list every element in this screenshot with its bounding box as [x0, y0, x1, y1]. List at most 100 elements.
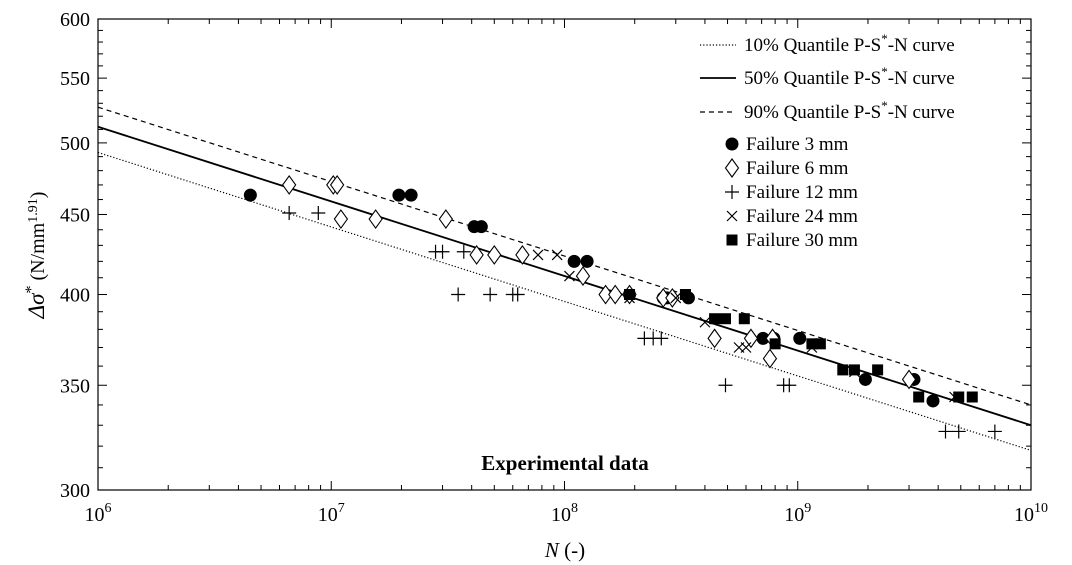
data-point-circle [926, 394, 940, 408]
x-axis-label: N (-) [544, 538, 585, 562]
legend-marker-plus [725, 185, 739, 199]
data-point-square [679, 289, 691, 301]
data-point-plus [654, 331, 669, 346]
data-point-square [872, 364, 884, 376]
data-point-plus [987, 424, 1002, 439]
y-tick-label: 500 [60, 133, 90, 155]
data-point-diamond [762, 348, 778, 369]
data-point-diamond [598, 284, 613, 305]
data-point-square [953, 391, 965, 403]
data-point-circle [243, 188, 257, 202]
data-point-diamond [281, 174, 297, 195]
y-tick-label: 550 [60, 68, 90, 90]
data-point-plus [451, 287, 466, 302]
x-tick-label: 109 [784, 501, 811, 526]
data-point-plus [456, 244, 471, 259]
series-failure-30-mm [624, 289, 978, 403]
data-point-plus [951, 424, 966, 439]
legend-series-label: Failure 24 mm [746, 206, 858, 227]
data-point-plus [435, 244, 450, 259]
data-point-square [738, 313, 750, 325]
data-point-plus [938, 424, 953, 439]
data-point-x [564, 270, 575, 282]
legend-swatch [725, 185, 739, 199]
quantile-line-1 [97, 151, 1032, 451]
data-point-circle [756, 331, 770, 345]
legend-swatch [725, 137, 739, 151]
data-points [243, 174, 1002, 439]
data-point-circle [404, 188, 418, 202]
data-point-diamond [515, 244, 530, 265]
quantile-line-3 [97, 106, 1032, 406]
data-point-plus [483, 287, 498, 302]
data-point-circle [858, 372, 872, 386]
legend-marker-diamond [724, 158, 740, 178]
y-axis-label: Δσ* (N/mm1.91) [23, 192, 50, 320]
legend-series-label: Failure 30 mm [746, 230, 858, 251]
data-point-plus [782, 378, 797, 393]
data-point-diamond [333, 209, 349, 229]
data-point-diamond [329, 174, 345, 195]
data-point-circle [793, 331, 807, 345]
data-point-circle [392, 188, 406, 202]
data-point-square [806, 338, 818, 350]
quantile-line-2 [97, 125, 1032, 427]
data-point-x [532, 249, 544, 261]
data-point-square [624, 289, 636, 301]
data-point-square [913, 391, 925, 403]
y-tick-label: 400 [60, 285, 90, 307]
data-point-diamond [575, 266, 591, 287]
x-tick-label: 108 [551, 501, 578, 526]
legend-swatch [724, 158, 740, 178]
experimental-data-annotation: Experimental data [481, 451, 649, 475]
data-point-plus [311, 205, 326, 220]
legend-series-label: Failure 12 mm [746, 182, 858, 203]
data-point-diamond [743, 328, 759, 349]
data-point-circle [474, 220, 488, 234]
legend-marker-circle [725, 137, 739, 151]
data-point-diamond [438, 209, 454, 229]
legend-swatch [726, 210, 738, 222]
legend-marker-square [726, 234, 738, 246]
data-point-plus [282, 205, 297, 220]
y-tick-label: 450 [60, 204, 90, 226]
data-point-circle [567, 254, 581, 268]
data-point-square [848, 364, 860, 376]
series-failure-12-mm [282, 205, 1002, 439]
legend-line-label: 10% Quantile P-S*-N curve [744, 31, 955, 56]
y-tick-label: 300 [60, 480, 90, 502]
data-point-diamond [901, 369, 917, 390]
data-point-square [719, 313, 731, 325]
data-point-diamond [487, 244, 502, 265]
quantile-curves [97, 106, 1032, 451]
data-point-x [670, 292, 682, 304]
data-point-x [740, 342, 752, 353]
legend-marker-x [726, 210, 738, 222]
data-point-square [769, 338, 781, 350]
data-point-diamond [707, 328, 722, 349]
data-point-plus [718, 378, 733, 393]
data-point-circle [580, 254, 594, 268]
y-tick-label: 600 [60, 9, 90, 31]
legend-line-label: 90% Quantile P-S*-N curve [744, 98, 955, 123]
data-point-diamond [665, 287, 680, 308]
series-failure-6-mm [281, 174, 917, 390]
legend: 10% Quantile P-S*-N curve 50% Quantile P-… [700, 31, 955, 251]
legend-series-label: Failure 3 mm [746, 134, 849, 155]
series-failure-24-mm [532, 249, 960, 403]
axis-ticks [97, 18, 1032, 491]
data-point-x [551, 249, 563, 261]
x-tick-label: 107 [318, 501, 345, 526]
data-point-square [837, 364, 849, 376]
legend-series-label: Failure 6 mm [746, 158, 849, 179]
legend-line-label: 50% Quantile P-S*-N curve [744, 64, 955, 89]
x-tick-label: 106 [85, 501, 112, 526]
data-point-diamond [469, 244, 484, 265]
data-point-diamond [368, 209, 383, 229]
data-point-x [699, 316, 711, 328]
legend-swatch [726, 234, 738, 246]
tick-labels: 106 107 108 109 1010 300 350 400 450 500 550 600 [60, 9, 1048, 526]
plot-frame [97, 18, 1032, 491]
data-point-diamond [608, 284, 623, 305]
